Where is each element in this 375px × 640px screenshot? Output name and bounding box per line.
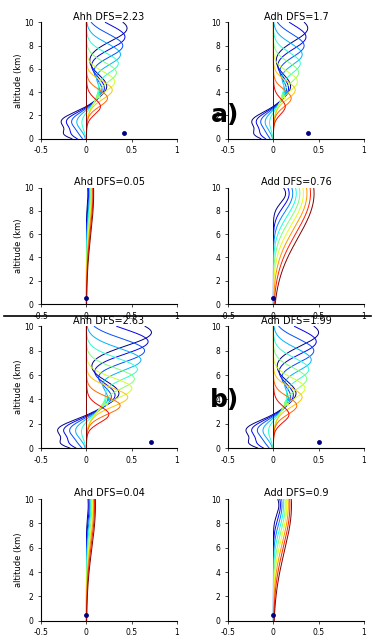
Y-axis label: altitude (km): altitude (km) (13, 360, 22, 415)
Y-axis label: altitude (km): altitude (km) (13, 219, 22, 273)
Title: Ahd DFS=0.05: Ahd DFS=0.05 (74, 177, 144, 187)
Y-axis label: altitude (km): altitude (km) (13, 532, 22, 588)
Title: Add DFS=0.9: Add DFS=0.9 (264, 488, 328, 499)
Title: Ahh DFS=2.23: Ahh DFS=2.23 (74, 12, 145, 22)
Title: Adh DFS=1.7: Adh DFS=1.7 (264, 12, 328, 22)
Title: Add DFS=0.76: Add DFS=0.76 (261, 177, 332, 187)
Y-axis label: altitude (km): altitude (km) (13, 53, 22, 108)
Title: Ahh DFS=2.63: Ahh DFS=2.63 (74, 316, 145, 326)
Title: Ahd DFS=0.04: Ahd DFS=0.04 (74, 488, 144, 499)
Text: a): a) (211, 103, 239, 127)
Title: Adh DFS=1.99: Adh DFS=1.99 (261, 316, 332, 326)
Text: b): b) (210, 388, 240, 412)
